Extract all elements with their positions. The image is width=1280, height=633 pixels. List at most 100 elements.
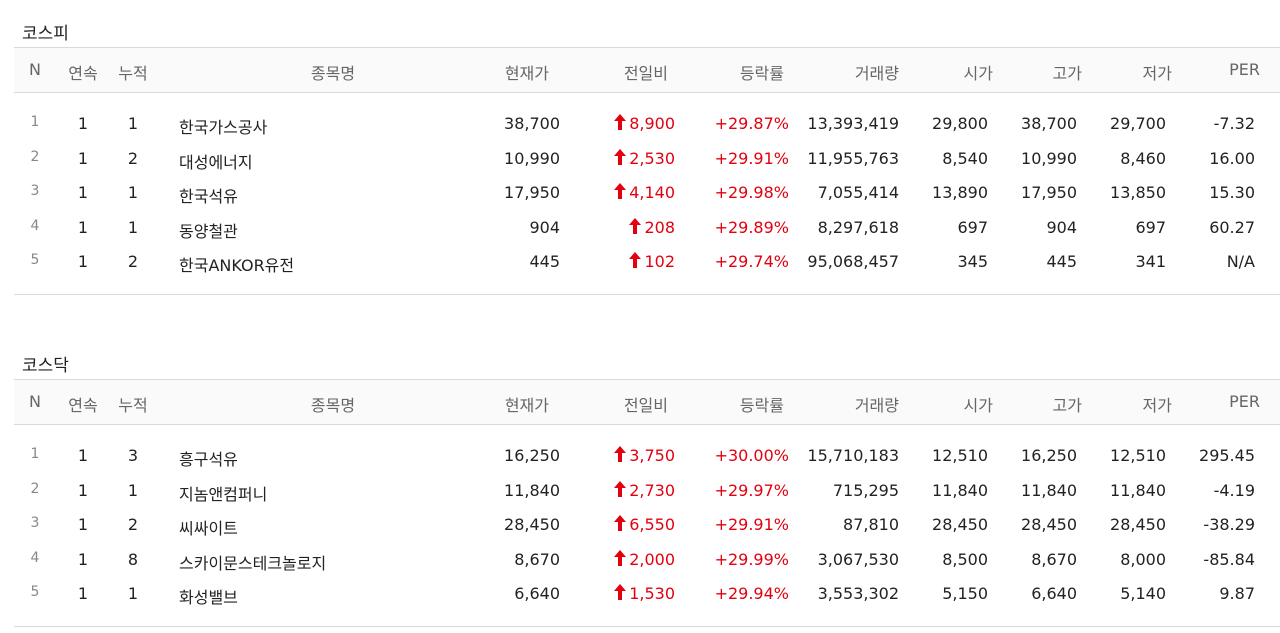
price-diff-value: 2,000 [629, 549, 675, 569]
change-rate: +29.87% [714, 114, 789, 133]
price-diff: 3,750 [614, 446, 675, 465]
price-diff: 102 [629, 252, 675, 271]
price-diff: 2,530 [614, 148, 675, 168]
low-price: 29,700 [1110, 114, 1166, 133]
up-arrow-icon [614, 515, 627, 532]
high-price: 11,840 [1021, 480, 1077, 500]
stock-name-link[interactable]: 화성밸브 [179, 588, 238, 608]
header-open: 시가 [963, 396, 993, 415]
low-price: 12,510 [1110, 446, 1166, 465]
table-row: 1 1 1 한국가스공사 38,700 8,900 +29.87% 13,393,419 29,… [0, 114, 1280, 148]
header-consecutive: 연속 [68, 64, 98, 83]
high-price: 16,250 [1021, 446, 1077, 465]
per-value: N/A [1226, 252, 1255, 272]
table-row: 2 1 2 대성에너지 10,990 2,530 +29.91% 11,955,763 8,54… [0, 148, 1280, 183]
cumulative-cell: 2 [127, 515, 139, 535]
stock-name-link[interactable]: 한국ANKOR유전 [179, 256, 295, 276]
consecutive-cell: 1 [77, 183, 89, 203]
header-current: 현재가 [504, 396, 549, 415]
open-price: 8,540 [942, 148, 988, 168]
stock-name-link[interactable]: 흥구석유 [179, 450, 238, 469]
low-price: 8,460 [1120, 148, 1166, 168]
consecutive-cell: 1 [77, 114, 89, 133]
price-diff: 2,730 [614, 480, 675, 500]
table-row: 3 1 2 씨싸이트 28,450 6,550 +29.91% 87,810 28,450 28,… [0, 515, 1280, 549]
header-diff: 전일비 [623, 64, 668, 83]
price-diff: 8,900 [614, 114, 675, 133]
low-price: 11,840 [1110, 480, 1166, 500]
current-price: 10,990 [504, 148, 560, 168]
up-arrow-icon [614, 446, 627, 462]
section-title: 코스닥 [22, 356, 69, 376]
volume: 95,068,457 [807, 252, 899, 272]
header-cumulative: 누적 [118, 64, 148, 83]
header-rate: 등락률 [739, 64, 784, 83]
volume: 715,295 [832, 480, 899, 500]
header-diff: 전일비 [623, 396, 668, 415]
header-per: PER [1229, 392, 1260, 411]
open-price: 5,150 [942, 584, 988, 604]
high-price: 17,950 [1021, 183, 1077, 203]
up-arrow-icon [614, 549, 627, 566]
change-rate: +29.91% [714, 148, 789, 168]
per-value: 295.45 [1199, 446, 1255, 465]
consecutive-cell: 1 [77, 584, 89, 604]
stock-name-link[interactable]: 대성에너지 [179, 152, 253, 172]
change-rate: +29.94% [714, 584, 789, 604]
current-price: 16,250 [504, 446, 560, 465]
header-name: 종목명 [310, 64, 356, 83]
open-price: 345 [957, 252, 988, 272]
open-price: 12,510 [932, 446, 988, 465]
rank-cell: 4 [30, 217, 40, 234]
cumulative-cell: 8 [127, 549, 139, 569]
price-diff: 1,530 [614, 584, 675, 603]
stock-name-link[interactable]: 씨싸이트 [179, 519, 238, 539]
rank-cell: 2 [30, 148, 40, 165]
header-n: N [29, 60, 41, 79]
cumulative-cell: 3 [127, 446, 139, 465]
header-low: 저가 [1142, 64, 1172, 83]
per-value: -85.84 [1203, 549, 1255, 569]
stock-name-link[interactable]: 한국가스공사 [179, 118, 268, 137]
rank-cell: 5 [30, 584, 40, 601]
table-row: 4 1 1 동양철관 904 208 +29.89% 8,297,618 697 904 697 60… [0, 217, 1280, 252]
change-rate: +29.99% [714, 549, 789, 569]
table-header: N 연속 누적 종목명 현재가 전일비 등락률 거래량 시가 고가 저가 PER [14, 47, 1280, 93]
rank-cell: 3 [30, 183, 40, 200]
current-price: 6,640 [514, 584, 560, 604]
high-price: 28,450 [1021, 515, 1077, 535]
change-rate: +29.98% [714, 183, 789, 203]
current-price: 38,700 [504, 114, 560, 133]
price-diff-value: 2,530 [629, 148, 675, 168]
price-diff-value: 4,140 [629, 183, 675, 203]
header-current: 현재가 [504, 64, 549, 83]
cumulative-cell: 2 [127, 252, 139, 272]
header-cumulative: 누적 [118, 396, 148, 415]
change-rate: +30.00% [714, 446, 789, 465]
consecutive-cell: 1 [77, 515, 89, 535]
header-open: 시가 [963, 64, 993, 83]
stock-name-link[interactable]: 동양철관 [179, 221, 238, 241]
consecutive-cell: 1 [77, 148, 89, 168]
header-low: 저가 [1142, 396, 1172, 415]
price-diff-value: 1,530 [629, 584, 675, 604]
stock-name-link[interactable]: 한국석유 [179, 187, 238, 207]
section-title: 코스피 [22, 24, 69, 44]
per-value: -7.32 [1213, 114, 1255, 133]
table-divider [14, 626, 1280, 627]
rank-cell: 5 [30, 252, 40, 269]
per-value: 16.00 [1209, 148, 1255, 168]
stock-name-link[interactable]: 지놈앤컴퍼니 [179, 484, 268, 504]
header-per: PER [1229, 60, 1260, 79]
price-diff: 2,000 [614, 549, 675, 569]
header-high: 고가 [1052, 396, 1082, 415]
table-row: 4 1 8 스카이문스테크놀로지 8,670 2,000 +29.99% 3,067,530 8… [0, 549, 1280, 584]
stock-name-link[interactable]: 스카이문스테크놀로지 [179, 553, 327, 573]
consecutive-cell: 1 [77, 446, 89, 465]
change-rate: +29.91% [714, 515, 789, 535]
price-diff: 6,550 [614, 515, 675, 534]
low-price: 8,000 [1120, 549, 1166, 569]
header-consecutive: 연속 [68, 396, 98, 415]
current-price: 17,950 [504, 183, 560, 203]
price-diff-value: 208 [644, 217, 675, 237]
